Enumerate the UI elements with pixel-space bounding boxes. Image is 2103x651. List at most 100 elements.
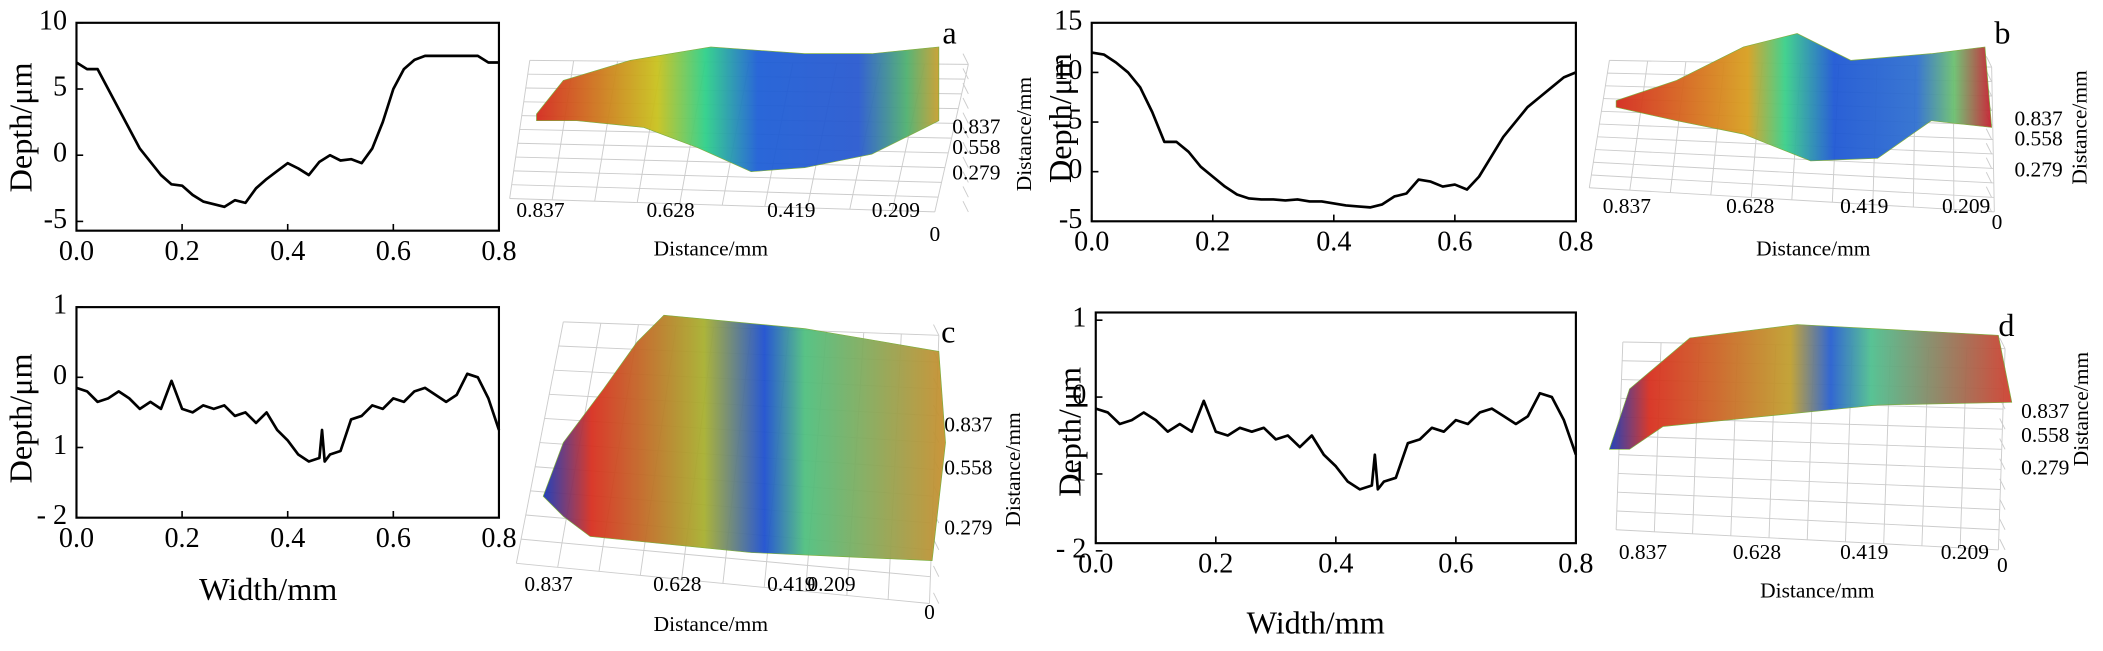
surface-grid bbox=[933, 565, 940, 577]
x-tick-label: 0.0 bbox=[59, 236, 94, 267]
surface-grid bbox=[962, 156, 969, 168]
y-tick-label: 10 bbox=[39, 5, 67, 36]
surface-grid bbox=[962, 68, 969, 80]
surface-grid bbox=[1999, 498, 2006, 510]
surface-x-tick-label: 0.209 bbox=[1942, 194, 1990, 218]
x-tick-label: 0.4 bbox=[270, 523, 305, 554]
surface-grid bbox=[1985, 56, 1993, 68]
surface-y-tick-label: 0.279 bbox=[944, 516, 992, 540]
y-tick-label: 5 bbox=[1068, 105, 1082, 136]
y-tick-label: 5 bbox=[53, 71, 67, 102]
x-tick-label: 0.8 bbox=[1558, 548, 1593, 579]
surface-grid bbox=[1985, 128, 1993, 140]
y-tick-label: -5 bbox=[1059, 204, 1082, 235]
surface-y-tick-label: 0.837 bbox=[2021, 399, 2070, 423]
surface-grid bbox=[1985, 200, 1993, 213]
y-tick-label: 0 bbox=[1072, 380, 1086, 411]
surface-x-tick-label: 0.628 bbox=[646, 198, 694, 222]
surface-y-label: Distance/mm bbox=[2067, 70, 2091, 185]
x-tick-label: 0.8 bbox=[481, 236, 516, 267]
surface-x-tick-label: 0 bbox=[929, 222, 940, 246]
x-tick-label: 0.6 bbox=[376, 236, 411, 267]
surface-y-label: Distance/mm bbox=[1012, 77, 1036, 192]
y-tick-label: 15 bbox=[1054, 5, 1082, 36]
x-tick-label: 0.2 bbox=[1198, 548, 1233, 579]
surface-y-tick-label: 0.558 bbox=[2021, 423, 2069, 447]
surface-x-tick-label: 0.837 bbox=[516, 198, 565, 222]
surface bbox=[536, 46, 940, 173]
surface-grid bbox=[962, 53, 969, 65]
surface-grid bbox=[962, 141, 969, 154]
surface-grid bbox=[962, 171, 969, 183]
x-tick-label: 0.2 bbox=[1195, 227, 1230, 258]
y-axis-label: Depth/μm bbox=[1042, 53, 1078, 183]
surface-x-label: Distance/mm bbox=[1756, 237, 1871, 261]
y-axis-label: Depth/μm bbox=[1051, 367, 1087, 497]
surface-grid bbox=[1999, 458, 2006, 470]
surface-grid bbox=[1985, 143, 1993, 155]
y-tick-label: 1 bbox=[1072, 303, 1086, 334]
x-axis-label: Width/mm bbox=[199, 571, 337, 607]
surface-x-tick-label: 0.419 bbox=[767, 198, 815, 222]
surface-y-tick-label: 0.837 bbox=[944, 412, 993, 436]
y-tick-label: 1 bbox=[1072, 456, 1086, 487]
surface-x-tick-label: 0.209 bbox=[872, 198, 920, 222]
surface-grid bbox=[933, 324, 940, 336]
panel-letter: a bbox=[942, 15, 956, 51]
surface-grid bbox=[1999, 538, 2006, 551]
surface-x-tick-label: 0.628 bbox=[653, 572, 701, 596]
x-tick-label: 0.0 bbox=[59, 523, 94, 554]
x-tick-label: 0.4 bbox=[270, 236, 305, 267]
surface bbox=[542, 314, 946, 561]
surface-x-tick-label: 0.209 bbox=[807, 572, 855, 596]
surface bbox=[1608, 324, 2013, 450]
surface-x-tick-label: 0 bbox=[1992, 210, 2003, 234]
x-tick-label: 0.4 bbox=[1318, 548, 1353, 579]
x-tick-label: 0.6 bbox=[376, 523, 411, 554]
panel-letter: b bbox=[1994, 15, 2010, 51]
surface-grid bbox=[1985, 157, 1993, 169]
y-axis-label: Depth/μm bbox=[3, 62, 39, 192]
y-axis-label: Depth/μm bbox=[3, 354, 39, 484]
x-tick-label: 0.8 bbox=[481, 523, 516, 554]
surface-x-label: Distance/mm bbox=[654, 612, 769, 636]
surface-grid bbox=[1999, 518, 2006, 530]
surface-grid bbox=[962, 200, 969, 213]
y-tick-label: 1 bbox=[53, 430, 67, 461]
y-tick-label: 0 bbox=[53, 360, 67, 391]
panel-letter: c bbox=[941, 314, 955, 350]
panel-letter: d bbox=[1998, 307, 2014, 343]
surface-x-tick-label: 0 bbox=[924, 600, 935, 624]
surface-y-tick-label: 0.279 bbox=[952, 160, 1000, 184]
x-tick-label: 0.6 bbox=[1438, 548, 1473, 579]
surface-x-label: Distance/mm bbox=[654, 237, 769, 261]
surface-y-label: Distance/mm bbox=[1001, 412, 1025, 527]
surface-y-tick-label: 0.279 bbox=[2014, 158, 2062, 182]
y-tick-label: - 2 bbox=[1056, 533, 1087, 564]
surface-x-tick-label: 0.419 bbox=[1840, 194, 1888, 218]
surface-grid bbox=[1619, 435, 2002, 450]
surface-x-tick-label: 0 bbox=[1997, 553, 2008, 577]
x-tick-label: 0.2 bbox=[164, 236, 199, 267]
x-tick-label: 0.8 bbox=[1558, 227, 1593, 258]
surface-grid bbox=[962, 186, 969, 198]
surface-x-tick-label: 0.419 bbox=[1840, 540, 1888, 564]
surface-x-tick-label: 0.837 bbox=[1603, 194, 1652, 218]
y-tick-label: 1 bbox=[53, 290, 67, 321]
surface-x-tick-label: 0.628 bbox=[1726, 194, 1774, 218]
data-line bbox=[1095, 391, 1578, 491]
surface-y-tick-label: 0.837 bbox=[2014, 107, 2063, 131]
surface-grid bbox=[962, 112, 969, 124]
surface-grid bbox=[1985, 186, 1993, 198]
x-axis-label: Width/mm bbox=[1247, 605, 1385, 641]
y-tick-label: 10 bbox=[1054, 55, 1082, 86]
plot-frame bbox=[1090, 21, 1577, 223]
data-line bbox=[75, 54, 499, 209]
surface-grid bbox=[1991, 67, 1995, 212]
surface-grid bbox=[962, 97, 969, 109]
surface-y-label: Distance/mm bbox=[2069, 352, 2093, 467]
plot-frame bbox=[1094, 311, 1577, 545]
